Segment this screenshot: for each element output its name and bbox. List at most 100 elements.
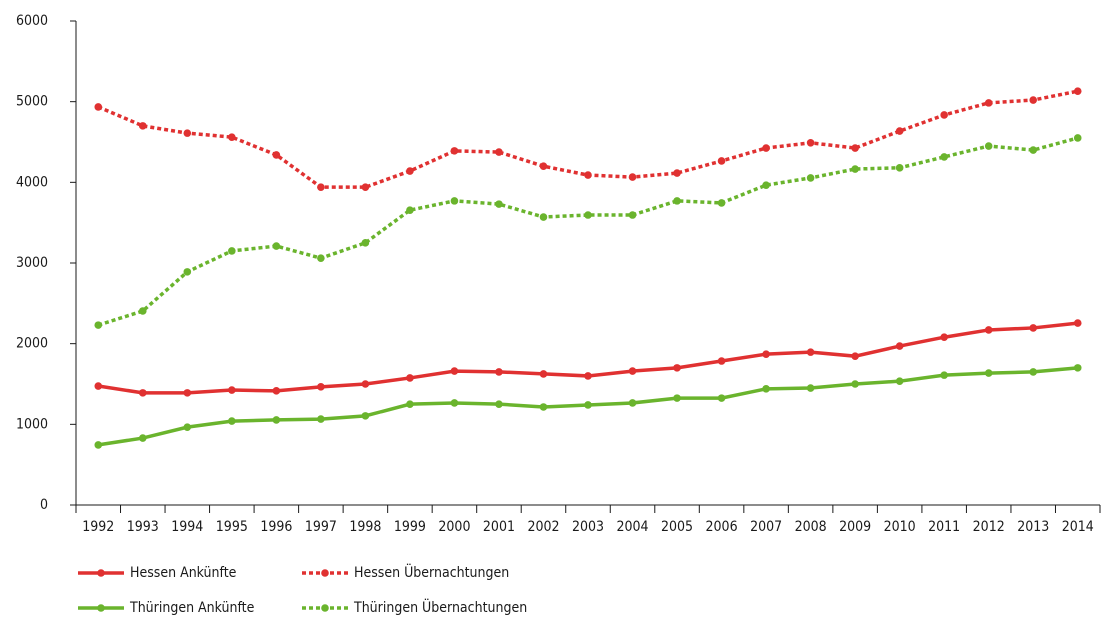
point xyxy=(984,369,993,377)
legend-label: Hessen Übernachtungen xyxy=(354,563,509,581)
x-tick-label: 2013 xyxy=(1017,519,1049,535)
point xyxy=(628,367,637,375)
point xyxy=(762,144,770,152)
legend-label: Thüringen Ankünfte xyxy=(129,600,255,616)
point xyxy=(628,173,637,181)
x-tick-label: 1996 xyxy=(260,519,292,535)
point xyxy=(228,247,236,255)
point xyxy=(1073,134,1082,142)
legend-label: Thüringen Übernachtungen xyxy=(353,598,527,616)
point xyxy=(1029,324,1038,332)
point xyxy=(450,399,459,407)
legend-marker xyxy=(321,569,329,577)
point xyxy=(539,370,548,378)
point xyxy=(272,387,281,395)
x-tick-label: 2010 xyxy=(884,519,916,535)
point xyxy=(495,400,503,408)
point xyxy=(762,385,770,393)
point xyxy=(495,200,503,208)
point xyxy=(940,333,948,342)
point xyxy=(806,174,815,182)
point xyxy=(762,350,770,358)
point xyxy=(851,352,859,360)
point xyxy=(272,242,281,250)
point xyxy=(940,111,948,119)
point xyxy=(94,382,103,390)
point xyxy=(940,371,948,379)
point xyxy=(584,372,592,380)
point xyxy=(183,389,192,397)
x-tick-label: 1992 xyxy=(82,519,114,535)
point xyxy=(450,197,459,205)
x-tick-label: 2005 xyxy=(661,519,693,535)
point xyxy=(450,367,459,375)
point xyxy=(584,211,592,219)
y-tick-label: 4000 xyxy=(16,174,48,190)
point xyxy=(673,197,681,205)
point xyxy=(495,148,503,156)
point xyxy=(717,357,726,365)
point xyxy=(762,181,770,189)
legend-label: Hessen Ankünfte xyxy=(130,565,237,581)
legend-marker xyxy=(97,569,105,577)
point xyxy=(94,103,103,111)
point xyxy=(138,122,147,130)
line xyxy=(97,136,1079,327)
point xyxy=(228,417,236,425)
point xyxy=(673,169,681,177)
x-tick-label: 1998 xyxy=(349,519,381,535)
point xyxy=(317,383,325,391)
point xyxy=(183,129,192,137)
point xyxy=(628,211,637,219)
point xyxy=(361,380,370,388)
y-tick-label: 5000 xyxy=(16,94,48,110)
point xyxy=(1029,96,1038,104)
point xyxy=(272,416,281,424)
point xyxy=(1073,319,1082,327)
point xyxy=(851,165,859,173)
point xyxy=(895,164,904,172)
x-tick-label: 1993 xyxy=(127,519,159,535)
point xyxy=(317,415,325,423)
point xyxy=(272,151,281,159)
x-tick-label: 2008 xyxy=(795,519,827,535)
point xyxy=(717,199,726,207)
point xyxy=(94,441,103,449)
point xyxy=(138,434,147,442)
x-tick-label: 2006 xyxy=(706,519,738,535)
point xyxy=(806,139,815,147)
y-tick-label: 2000 xyxy=(16,336,48,352)
point xyxy=(539,213,548,221)
point xyxy=(361,412,370,420)
point xyxy=(361,239,370,247)
point xyxy=(1029,146,1038,154)
x-tick-label: 2014 xyxy=(1062,519,1094,535)
y-tick-label: 3000 xyxy=(16,255,48,271)
point xyxy=(539,162,548,170)
point xyxy=(984,99,993,107)
point xyxy=(584,171,592,179)
point xyxy=(984,326,993,334)
point xyxy=(94,321,103,329)
point xyxy=(317,183,325,191)
y-tick-label: 1000 xyxy=(16,416,48,432)
legend-marker xyxy=(321,604,329,612)
line xyxy=(97,321,1078,395)
x-tick-label: 2000 xyxy=(438,519,470,535)
point xyxy=(450,147,459,155)
x-tick-label: 1995 xyxy=(216,519,248,535)
point xyxy=(673,394,681,402)
point xyxy=(1029,368,1038,376)
x-tick-label: 2012 xyxy=(973,519,1005,535)
x-tick-label: 2002 xyxy=(527,519,559,535)
point xyxy=(717,157,726,165)
point xyxy=(940,153,948,161)
point xyxy=(228,386,236,394)
x-tick-label: 2001 xyxy=(483,519,515,535)
y-tick-label: 6000 xyxy=(16,13,48,29)
point xyxy=(539,403,548,411)
point xyxy=(806,348,815,356)
x-tick-label: 2003 xyxy=(572,519,604,535)
x-tick-label: 2007 xyxy=(750,519,782,535)
